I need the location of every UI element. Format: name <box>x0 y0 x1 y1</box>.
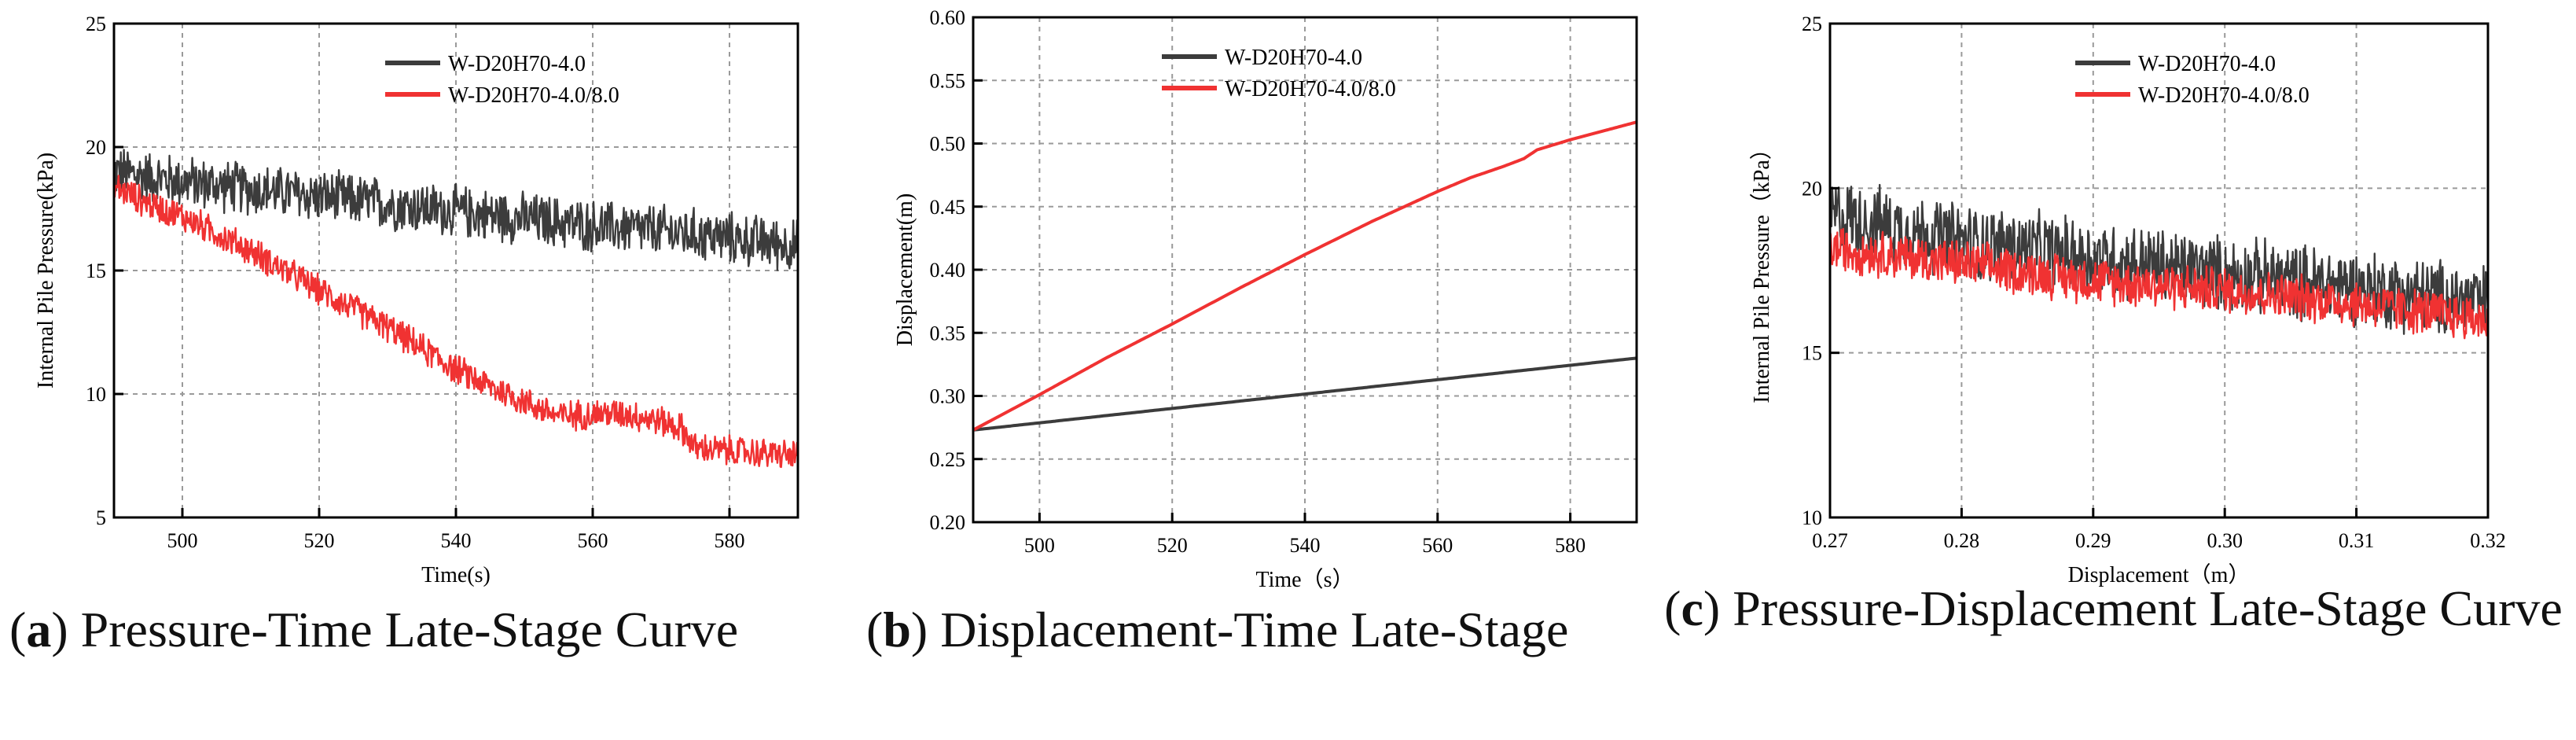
x-tick-label: 0.31 <box>2339 529 2375 552</box>
x-tick-label: 0.29 <box>2075 529 2111 552</box>
series-line-2 <box>972 120 1637 432</box>
caption-c-text: Pressure-Displacement Late-Stage Curve <box>1733 580 2563 636</box>
x-tick-label: 0.28 <box>1944 529 1980 552</box>
y-tick-label: 0.50 <box>930 133 966 156</box>
x-tick-label: 580 <box>715 529 745 552</box>
x-tick-label: 500 <box>1024 534 1055 557</box>
series-line-2 <box>1828 227 2490 340</box>
y-tick-label: 0.35 <box>930 322 966 344</box>
x-axis-title: Displacement（m） <box>2068 562 2251 587</box>
y-tick-label: 0.25 <box>930 448 966 471</box>
caption-b: (b) Displacement-Time Late-Stage <box>866 602 1569 657</box>
x-axis-title: Time（s） <box>1255 567 1354 592</box>
series-line-1 <box>112 149 799 271</box>
chart-a: 500 520 540 560 580 5 10 15 20 25 Time(s) Internal … <box>34 13 799 587</box>
y-tick-label: 15 <box>86 260 106 282</box>
caption-b-letter: b <box>883 602 911 657</box>
caption-b-text: Displacement-Time Late-Stage <box>940 602 1569 657</box>
caption-a-text: Pressure-Time Late-Stage Curve <box>80 602 739 657</box>
series-line-1 <box>1828 182 2490 335</box>
caption-c-letter: c <box>1681 580 1703 636</box>
y-axis-title: Displacement(m) <box>893 193 917 346</box>
y-tick-label: 0.45 <box>930 196 966 219</box>
y-tick-label: 5 <box>96 506 106 529</box>
legend-label-2: W-D20H70-4.0/8.0 <box>1225 77 1396 101</box>
y-tick-label: 0.40 <box>930 259 966 282</box>
y-tick-label: 0.20 <box>930 511 966 534</box>
legend-label-1: W-D20H70-4.0 <box>448 52 586 76</box>
y-tick-label: 15 <box>1802 342 1822 365</box>
y-tick-label: 25 <box>1802 13 1822 35</box>
x-tick-label: 500 <box>167 529 198 552</box>
plot-frame <box>1828 22 2490 519</box>
chart-b: 500 520 540 560 580 0.20 0.25 0.30 0.35 0.40 0.45 0… <box>893 6 1638 592</box>
legend-label-2: W-D20H70-4.0/8.0 <box>448 83 619 108</box>
y-axis-title: Internal Pile Pressure(kPa) <box>34 153 58 388</box>
x-tick-label: 0.30 <box>2207 529 2243 552</box>
legend-label-1: W-D20H70-4.0 <box>1225 46 1362 70</box>
x-axis-title: Time(s) <box>421 563 491 587</box>
y-tick-label: 25 <box>86 13 106 35</box>
y-tick-label: 0.30 <box>930 385 966 408</box>
x-tick-label: 0.32 <box>2470 529 2506 552</box>
x-tick-label: 540 <box>1290 534 1321 557</box>
y-tick-label: 20 <box>1802 177 1822 200</box>
chart-c: 0.27 0.28 0.29 0.30 0.31 0.32 10 15 20 25 Displace… <box>1749 13 2506 587</box>
legend-label-1: W-D20H70-4.0 <box>2138 52 2276 76</box>
series-line-2 <box>112 172 799 469</box>
x-tick-label: 0.27 <box>1812 529 1848 552</box>
x-tick-label: 520 <box>304 529 335 552</box>
y-tick-label: 10 <box>86 383 106 406</box>
caption-c: (c) Pressure-Displacement Late-Stage Cur… <box>1664 580 2563 636</box>
legend: W-D20H70-4.0 W-D20H70-4.0/8.0 <box>385 52 619 108</box>
series-line-1 <box>972 356 1637 432</box>
x-tick-label: 560 <box>578 529 608 552</box>
x-tick-label: 540 <box>441 529 472 552</box>
x-tick-label: 520 <box>1157 534 1188 557</box>
y-axis-title: Internal Pile Pressure（kPa） <box>1749 138 1774 403</box>
y-tick-label: 0.60 <box>930 6 966 29</box>
legend: W-D20H70-4.0 W-D20H70-4.0/8.0 <box>1162 46 1396 101</box>
legend-label-2: W-D20H70-4.0/8.0 <box>2138 83 2310 108</box>
caption-a: (a) Pressure-Time Late-Stage Curve <box>9 602 739 657</box>
x-tick-label: 560 <box>1422 534 1453 557</box>
x-tick-label: 580 <box>1555 534 1586 557</box>
y-tick-label: 10 <box>1802 506 1822 529</box>
caption-a-letter: a <box>26 602 52 657</box>
legend: W-D20H70-4.0 W-D20H70-4.0/8.0 <box>2075 52 2310 108</box>
y-tick-label: 0.55 <box>930 69 966 92</box>
y-tick-label: 20 <box>86 136 106 159</box>
